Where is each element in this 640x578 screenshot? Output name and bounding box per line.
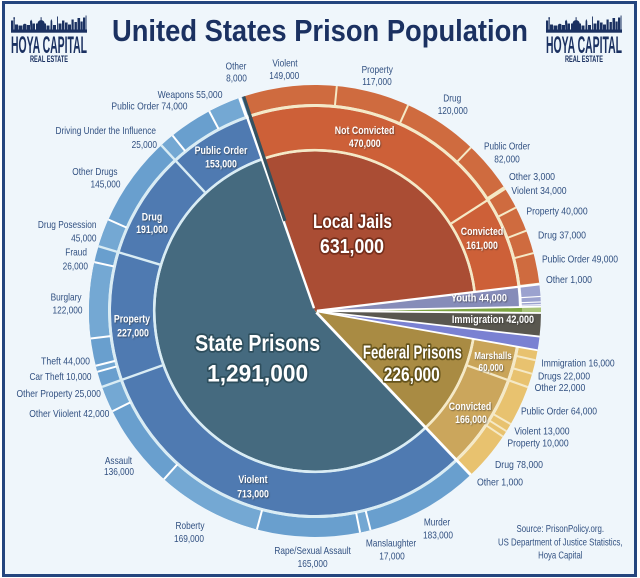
svg-text:227,000: 227,000 [117,327,149,339]
svg-text:Federal Prisons: Federal Prisons [363,343,462,363]
svg-text:631,000: 631,000 [320,236,384,258]
svg-text:Weapons 55,000: Weapons 55,000 [158,89,223,101]
svg-text:United States Prison Populatio: United States Prison Population [112,13,528,48]
svg-text:Public Order 74,000: Public Order 74,000 [111,101,187,113]
svg-text:Public Order 49,000: Public Order 49,000 [542,254,618,266]
svg-text:Youth 44,000: Youth 44,000 [451,292,507,304]
svg-text:Drug 78,000: Drug 78,000 [495,459,543,471]
svg-text:713,000: 713,000 [237,488,269,500]
svg-text:Violent: Violent [272,58,297,70]
svg-text:Theft 44,000: Theft 44,000 [41,356,90,368]
svg-text:US Department of Justice Stati: US Department of Justice Statistics, [498,537,623,549]
svg-text:Drug Posession: Drug Posession [38,219,97,231]
svg-text:60,000: 60,000 [479,363,504,374]
svg-text:Manslaughter: Manslaughter [366,538,417,550]
svg-text:Convicted: Convicted [449,401,492,413]
svg-text:166,000: 166,000 [455,414,487,426]
svg-text:145,000: 145,000 [91,179,121,191]
svg-text:Public Order: Public Order [484,141,530,153]
svg-text:Roberty: Roberty [176,520,206,532]
svg-text:226,000: 226,000 [384,365,440,386]
svg-text:631,000: 631,000 [320,236,384,258]
svg-text:Assault: Assault [105,455,132,467]
svg-text:169,000: 169,000 [174,533,204,545]
svg-text:149,000: 149,000 [269,70,299,82]
svg-text:226,000: 226,000 [384,365,440,386]
svg-text:Other 1,000: Other 1,000 [477,477,523,489]
svg-text:Other 3,000: Other 3,000 [509,171,555,183]
svg-text:Hoya Capital: Hoya Capital [538,549,582,561]
svg-text:Other 22,000: Other 22,000 [535,382,586,394]
svg-text:122,000: 122,000 [53,305,83,317]
svg-text:State Prisons: State Prisons [195,330,320,356]
svg-text:470,000: 470,000 [349,138,381,150]
svg-text:161,000: 161,000 [466,240,498,252]
svg-text:Convicted: Convicted [461,226,504,238]
svg-text:REAL ESTATE: REAL ESTATE [565,54,603,65]
svg-text:120,000: 120,000 [438,105,468,117]
svg-text:Marshalls: Marshalls [474,351,512,362]
svg-text:Other: Other [226,61,247,73]
svg-text:Violent: Violent [238,474,268,486]
svg-text:Property 40,000: Property 40,000 [526,206,587,218]
svg-text:Other Property 25,000: Other Property 25,000 [17,388,102,400]
svg-text:191,000: 191,000 [136,224,168,236]
svg-text:Other Drugs: Other Drugs [72,166,117,178]
svg-text:Violent 13,000: Violent 13,000 [514,426,569,438]
svg-text:Burglary: Burglary [51,291,82,303]
svg-text:17,000: 17,000 [379,551,405,563]
svg-text:Driving Under the Influence: Driving Under the Influence [56,125,157,137]
svg-text:117,000: 117,000 [362,76,392,88]
svg-text:State Prisons: State Prisons [195,330,320,356]
svg-text:153,000: 153,000 [205,158,237,170]
svg-text:165,000: 165,000 [298,558,328,570]
svg-text:26,000: 26,000 [63,261,89,273]
svg-text:Public Order: Public Order [195,145,248,157]
svg-text:Car Theft 10,000: Car Theft 10,000 [29,371,91,383]
svg-text:Other Viiolent 42,000: Other Viiolent 42,000 [29,408,109,420]
svg-text:Drugs 22,000: Drugs 22,000 [538,371,590,383]
svg-text:Source: PrisonPolicy.org.: Source: PrisonPolicy.org. [517,523,605,535]
svg-text:Drug: Drug [142,211,163,223]
svg-text:45,000: 45,000 [71,233,97,245]
svg-text:Public Order 64,000: Public Order 64,000 [521,406,597,418]
svg-text:Not Convicted: Not Convicted [335,125,395,137]
svg-text:82,000: 82,000 [494,154,520,166]
svg-text:Murder: Murder [424,517,451,529]
svg-text:Immigration 16,000: Immigration 16,000 [541,358,614,370]
svg-text:HOYA CAPITAL: HOYA CAPITAL [546,32,622,59]
svg-text:Drug: Drug [443,93,461,105]
svg-text:Property: Property [114,313,150,325]
svg-text:REAL ESTATE: REAL ESTATE [30,54,68,65]
svg-text:Immigration 42,000: Immigration 42,000 [452,314,534,326]
svg-text:136,000: 136,000 [104,466,134,478]
svg-text:Other 1,000: Other 1,000 [546,274,592,286]
svg-text:Local Jails: Local Jails [313,211,392,233]
svg-text:Drug 37,000: Drug 37,000 [538,230,586,242]
svg-text:Fraud: Fraud [65,247,87,259]
svg-text:Local Jails: Local Jails [313,211,392,233]
svg-text:1,291,000: 1,291,000 [207,361,308,388]
svg-text:183,000: 183,000 [423,530,453,542]
svg-text:Property: Property [362,64,394,76]
svg-text:Property 10,000: Property 10,000 [507,438,568,450]
svg-text:8,000: 8,000 [226,73,247,85]
svg-text:Federal Prisons: Federal Prisons [363,343,462,363]
svg-text:Rape/Sexual Assault: Rape/Sexual Assault [274,545,351,557]
svg-text:25,000: 25,000 [132,139,158,151]
svg-text:Violent 34,000: Violent 34,000 [511,185,566,197]
svg-text:HOYA CAPITAL: HOYA CAPITAL [11,32,87,59]
svg-text:1,291,000: 1,291,000 [207,361,308,388]
